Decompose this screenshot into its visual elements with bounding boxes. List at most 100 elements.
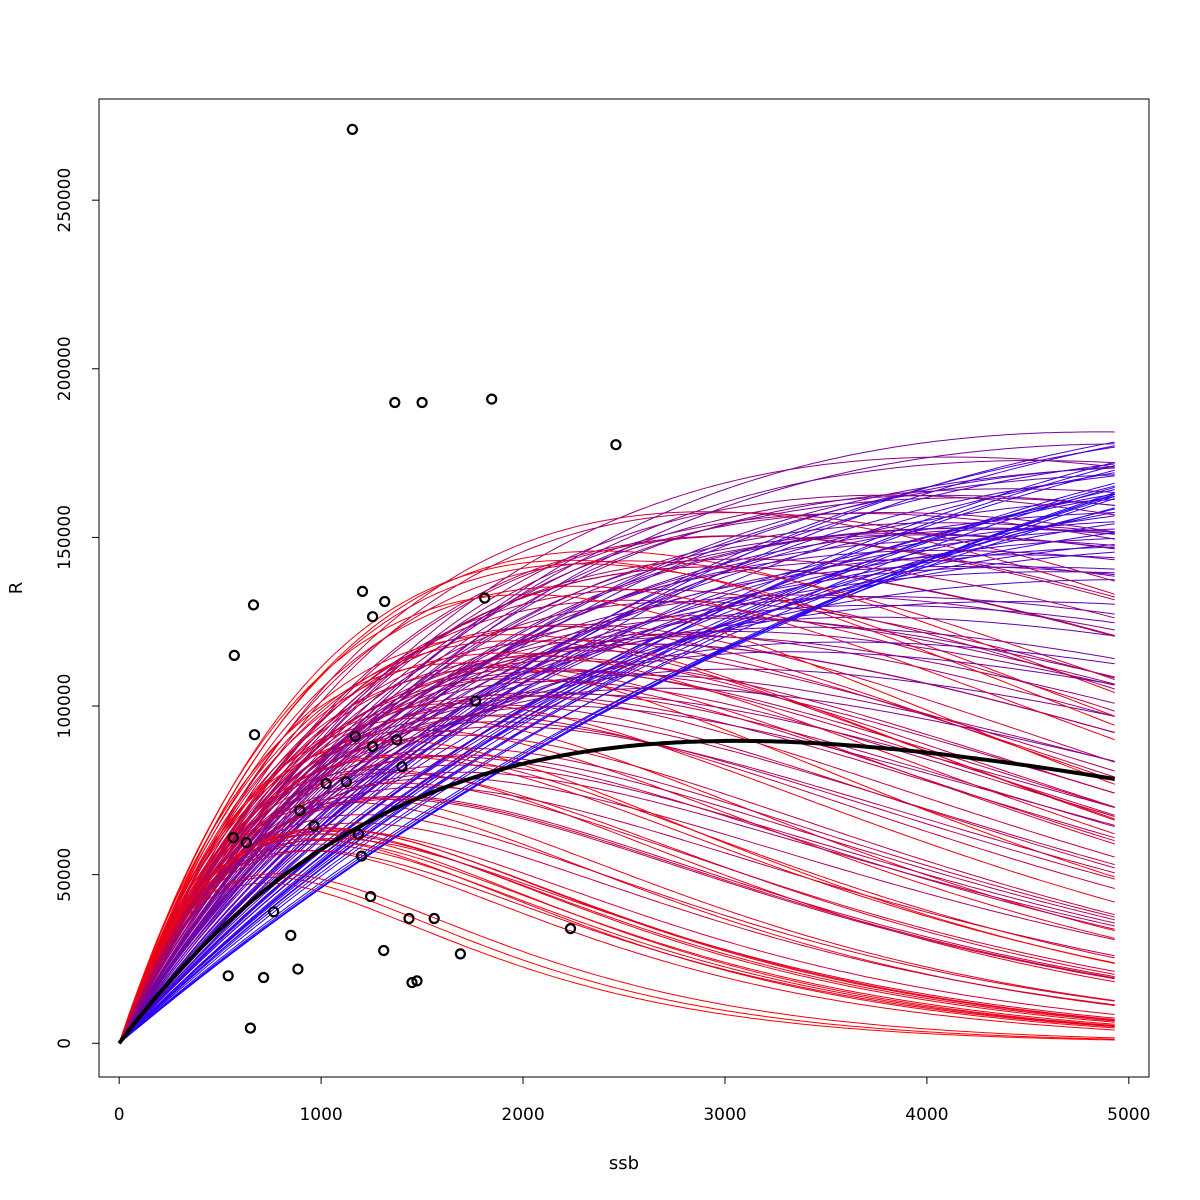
x-tick-label: 1000	[299, 1105, 342, 1125]
sample-curve	[118, 650, 1115, 1044]
central-fit-curve	[117, 738, 1116, 1045]
observation-point	[610, 439, 622, 451]
sample-curve	[118, 680, 1115, 1044]
sample-curve	[118, 601, 1115, 1044]
observation-point	[222, 970, 234, 982]
sample-curves-group	[118, 431, 1115, 1044]
sample-curve	[118, 594, 1115, 1044]
observation-point	[391, 734, 403, 746]
sample-curve	[118, 461, 1115, 1044]
observation-point	[294, 804, 306, 817]
sample-curve	[118, 882, 1115, 1044]
sample-curve	[118, 596, 1115, 1044]
sample-curve	[118, 833, 1115, 1044]
sample-curve	[118, 838, 1115, 1044]
sample-curve	[118, 469, 1115, 1044]
sample-curve	[118, 670, 1115, 1044]
sample-curve	[118, 772, 1115, 1044]
observation-point	[292, 963, 304, 975]
sample-curve	[118, 814, 1115, 1044]
y-tick-label: 250000	[55, 168, 75, 233]
observation-point	[403, 912, 415, 925]
sample-curve	[118, 558, 1115, 1044]
sample-curve	[118, 850, 1115, 1044]
sample-curve	[118, 456, 1115, 1044]
observation-point	[389, 396, 401, 409]
observation-point	[454, 948, 466, 960]
sample-curve	[118, 876, 1115, 1044]
sample-curve	[118, 494, 1115, 1044]
observation-point	[346, 123, 358, 135]
sample-curve	[118, 493, 1115, 1044]
y-axis-title: R	[6, 582, 27, 595]
observation-point	[406, 976, 418, 989]
sample-curve	[118, 705, 1115, 1044]
observation-point	[470, 695, 482, 707]
y-tick-label: 50000	[55, 848, 75, 902]
sample-curve	[118, 667, 1115, 1044]
sample-curve	[118, 754, 1115, 1044]
observation-point	[227, 831, 239, 844]
sample-curve	[118, 539, 1115, 1044]
x-tick-label: 5000	[1107, 1105, 1150, 1125]
x-tick-label: 0	[114, 1105, 125, 1125]
sample-curve	[118, 660, 1115, 1044]
x-axis: 0 1000 2000 3000 4000 5000	[114, 1076, 1150, 1125]
sample-curve	[118, 579, 1115, 1044]
observation-point	[428, 912, 440, 925]
sample-curve	[118, 655, 1115, 1044]
sample-curve	[118, 639, 1115, 1044]
sample-curve	[118, 498, 1115, 1044]
observation-point	[367, 611, 379, 623]
y-tick-label: 150000	[55, 505, 75, 570]
observation-point	[340, 776, 352, 788]
observation-point	[486, 393, 498, 405]
observation-point	[564, 922, 577, 935]
sample-curve	[118, 527, 1115, 1044]
sample-curve	[118, 493, 1115, 1044]
sample-curve	[118, 507, 1115, 1044]
y-tick-label: 200000	[55, 336, 75, 401]
sample-curve	[118, 604, 1115, 1044]
sample-curve	[118, 496, 1115, 1044]
observation-point	[379, 595, 391, 608]
sample-curve	[118, 797, 1115, 1044]
observation-point	[378, 944, 390, 957]
sample-curve	[118, 740, 1115, 1044]
sample-curve	[118, 494, 1115, 1044]
observation-point	[240, 836, 252, 849]
observation-point	[411, 975, 423, 987]
sample-curve	[118, 512, 1115, 1044]
observation-point	[349, 730, 361, 743]
y-tick-label: 100000	[55, 674, 75, 739]
sample-curve	[118, 588, 1115, 1044]
observation-point	[268, 906, 280, 918]
x-tick-label: 4000	[905, 1105, 948, 1125]
sample-curve	[118, 463, 1115, 1044]
observation-point	[367, 740, 379, 753]
sample-curve	[118, 585, 1115, 1044]
observation-point	[365, 890, 377, 903]
observation-point	[320, 777, 332, 790]
sample-curve	[118, 827, 1115, 1044]
observation-point	[416, 396, 428, 409]
observation-point	[244, 1022, 256, 1034]
sample-curve	[118, 651, 1115, 1044]
x-tick-label: 2000	[501, 1105, 544, 1125]
sample-curve	[118, 559, 1115, 1044]
sample-curve	[118, 726, 1115, 1044]
sample-curve	[118, 535, 1115, 1044]
sample-curve	[118, 798, 1115, 1044]
sample-curve	[118, 488, 1115, 1044]
sample-curve	[118, 528, 1115, 1044]
observation-point	[228, 649, 240, 662]
sample-curve	[118, 482, 1115, 1044]
central-curve-group	[117, 738, 1116, 1045]
y-axis: 0 50000 100000 150000 200000 250000	[55, 168, 100, 1049]
sample-curve	[118, 652, 1115, 1044]
sample-curve	[118, 431, 1115, 1044]
observation-points-group	[222, 123, 622, 1034]
sample-curve	[118, 641, 1115, 1044]
y-tick-label: 0	[55, 1038, 75, 1049]
